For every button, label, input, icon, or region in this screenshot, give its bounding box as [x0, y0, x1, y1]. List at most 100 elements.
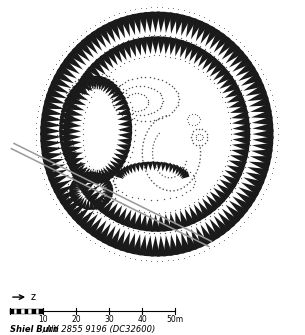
Point [113, 185, 118, 190]
Point [96, 201, 101, 206]
Polygon shape [102, 185, 113, 190]
Text: 10: 10 [38, 315, 48, 324]
Point [37, 103, 41, 109]
Point [152, 75, 156, 81]
Point [122, 79, 127, 84]
Point [155, 108, 160, 113]
Point [83, 165, 88, 171]
Polygon shape [227, 92, 245, 103]
Point [83, 29, 88, 34]
Point [72, 188, 77, 194]
Point [82, 115, 87, 120]
Polygon shape [69, 185, 81, 190]
Polygon shape [232, 196, 252, 212]
Point [106, 216, 111, 222]
Polygon shape [243, 177, 264, 190]
Polygon shape [118, 120, 132, 127]
Polygon shape [112, 157, 126, 167]
Point [233, 185, 238, 190]
Point [207, 213, 212, 218]
Point [183, 226, 188, 231]
Point [238, 175, 243, 181]
Polygon shape [125, 233, 135, 254]
Point [95, 169, 100, 175]
Polygon shape [105, 48, 118, 65]
Point [143, 75, 148, 80]
Point [79, 168, 84, 174]
Point [99, 168, 104, 174]
Polygon shape [225, 205, 244, 222]
Point [111, 178, 116, 183]
Point [66, 181, 70, 187]
Point [200, 134, 205, 140]
Point [116, 41, 120, 47]
Point [199, 136, 204, 142]
Polygon shape [176, 13, 185, 35]
Polygon shape [103, 167, 114, 180]
Point [85, 202, 90, 207]
Polygon shape [98, 174, 106, 185]
Point [141, 112, 146, 118]
Point [130, 117, 135, 122]
Polygon shape [170, 37, 178, 55]
Point [147, 118, 152, 123]
Polygon shape [206, 57, 221, 73]
Point [110, 178, 115, 183]
Polygon shape [109, 88, 124, 99]
Point [111, 178, 116, 183]
Point [212, 243, 217, 248]
Point [252, 57, 257, 62]
Point [157, 230, 162, 236]
Point [62, 143, 67, 148]
Point [116, 187, 120, 192]
Point [110, 102, 115, 108]
Point [214, 85, 219, 90]
Polygon shape [196, 227, 209, 248]
Point [88, 25, 93, 31]
Point [240, 170, 245, 175]
Polygon shape [117, 114, 132, 121]
Polygon shape [170, 234, 179, 256]
Polygon shape [99, 196, 109, 206]
Point [131, 227, 136, 232]
Polygon shape [144, 12, 154, 33]
Point [214, 178, 219, 183]
Point [126, 159, 131, 165]
Point [126, 37, 131, 43]
Point [34, 148, 39, 154]
Polygon shape [127, 163, 132, 174]
Point [71, 88, 76, 93]
Point [268, 176, 273, 181]
Point [185, 115, 190, 120]
Polygon shape [170, 163, 174, 173]
Polygon shape [41, 106, 63, 115]
Point [123, 87, 128, 93]
Point [157, 32, 162, 38]
Point [61, 94, 66, 100]
Polygon shape [70, 89, 88, 100]
Polygon shape [74, 196, 83, 206]
Point [246, 115, 251, 120]
Polygon shape [96, 198, 102, 209]
Point [105, 73, 109, 78]
Point [193, 221, 198, 227]
Point [167, 112, 171, 117]
Polygon shape [175, 212, 184, 230]
Point [242, 44, 247, 49]
Point [95, 184, 100, 189]
Point [204, 137, 209, 143]
Point [82, 194, 87, 199]
Point [132, 91, 137, 96]
Point [191, 140, 196, 145]
Polygon shape [56, 64, 77, 79]
Polygon shape [125, 14, 135, 35]
Point [266, 181, 271, 187]
Polygon shape [202, 198, 217, 215]
Point [198, 138, 203, 143]
Point [76, 76, 81, 81]
Point [143, 118, 148, 124]
Polygon shape [121, 166, 127, 176]
Point [142, 160, 146, 165]
Point [51, 196, 56, 202]
Point [216, 206, 221, 212]
